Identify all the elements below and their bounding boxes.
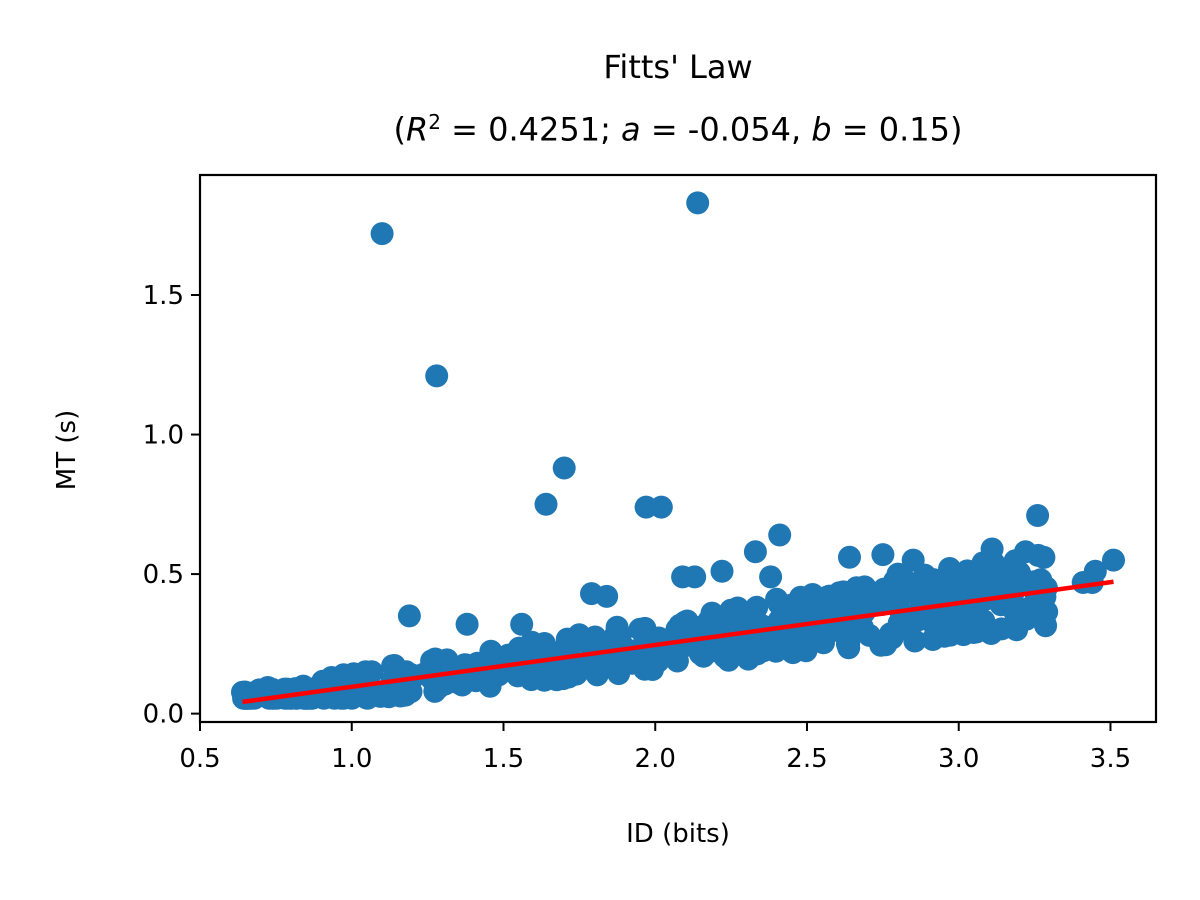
data-point bbox=[817, 619, 841, 643]
data-point bbox=[397, 604, 421, 628]
data-point bbox=[591, 651, 615, 675]
data-point bbox=[903, 629, 927, 653]
data-point bbox=[683, 565, 707, 589]
data-point bbox=[1029, 568, 1053, 592]
x-tick-label: 0.5 bbox=[179, 744, 220, 774]
data-point bbox=[701, 639, 725, 663]
data-point bbox=[323, 686, 346, 710]
x-axis-label: ID (bits) bbox=[626, 819, 730, 849]
data-point bbox=[641, 658, 664, 681]
y-tick-label: 0.0 bbox=[143, 700, 184, 730]
data-point bbox=[1026, 504, 1050, 527]
data-point bbox=[238, 686, 262, 710]
data-point bbox=[745, 642, 769, 666]
data-point bbox=[710, 559, 734, 583]
data-point bbox=[646, 628, 670, 652]
data-point bbox=[605, 615, 629, 639]
data-point bbox=[686, 191, 710, 215]
data-point bbox=[1022, 603, 1046, 627]
data-point bbox=[552, 456, 576, 480]
data-point bbox=[425, 364, 449, 388]
y-tick-label: 1.5 bbox=[143, 281, 184, 311]
data-point bbox=[964, 607, 988, 631]
y-axis: 0.0 0.5 1.0 1.5 bbox=[143, 281, 200, 730]
data-point bbox=[921, 628, 945, 651]
data-point bbox=[510, 612, 534, 636]
data-point bbox=[838, 545, 861, 569]
x-tick-label: 1.0 bbox=[331, 744, 372, 774]
data-point bbox=[870, 593, 893, 617]
data-point bbox=[835, 632, 859, 656]
data-point bbox=[993, 568, 1017, 592]
plot-frame bbox=[198, 173, 1158, 724]
x-tick-label: 3.5 bbox=[1090, 744, 1131, 774]
chart-subtitle: (R2 = 0.4251; a = -0.054, b = 0.15) bbox=[393, 110, 963, 149]
data-point bbox=[394, 683, 417, 707]
x-tick-label: 3.0 bbox=[938, 744, 979, 774]
data-point bbox=[869, 633, 893, 657]
x-axis: 0.5 1.0 1.5 2.0 2.5 3.0 3.5 bbox=[179, 722, 1131, 774]
data-point bbox=[852, 600, 876, 624]
data-point bbox=[978, 621, 1002, 645]
data-point bbox=[595, 584, 619, 608]
data-point bbox=[796, 625, 820, 649]
data-point bbox=[665, 649, 689, 673]
data-point bbox=[1102, 548, 1125, 572]
fit-line-group bbox=[242, 579, 1114, 705]
data-point bbox=[871, 543, 895, 567]
data-point bbox=[886, 562, 910, 586]
data-point bbox=[649, 495, 673, 519]
data-point bbox=[765, 587, 789, 611]
x-tick-label: 1.5 bbox=[483, 744, 524, 774]
data-point bbox=[567, 623, 591, 647]
y-axis-label: MT (s) bbox=[52, 410, 82, 490]
fit-line bbox=[242, 579, 1114, 705]
data-point bbox=[825, 590, 849, 614]
x-tick-label: 2.5 bbox=[786, 744, 827, 774]
data-point bbox=[700, 601, 724, 625]
data-point bbox=[534, 492, 558, 516]
data-points bbox=[231, 191, 1125, 710]
x-tick-label: 2.0 bbox=[635, 744, 676, 774]
data-point bbox=[795, 596, 819, 620]
data-point bbox=[423, 679, 447, 703]
data-point bbox=[759, 565, 783, 589]
data-point bbox=[776, 632, 800, 656]
data-point bbox=[901, 548, 925, 572]
data-point bbox=[333, 663, 357, 687]
data-point bbox=[532, 668, 556, 692]
data-point bbox=[455, 612, 479, 636]
y-tick-label: 1.0 bbox=[143, 421, 184, 451]
data-point bbox=[370, 222, 394, 246]
data-point bbox=[1014, 540, 1037, 564]
y-tick-label: 0.5 bbox=[143, 560, 184, 590]
data-point bbox=[938, 557, 962, 580]
data-point bbox=[743, 540, 767, 564]
data-point bbox=[768, 523, 792, 547]
data-point bbox=[971, 551, 995, 575]
chart-title: Fitts' Law bbox=[603, 48, 753, 86]
data-point bbox=[938, 623, 962, 647]
